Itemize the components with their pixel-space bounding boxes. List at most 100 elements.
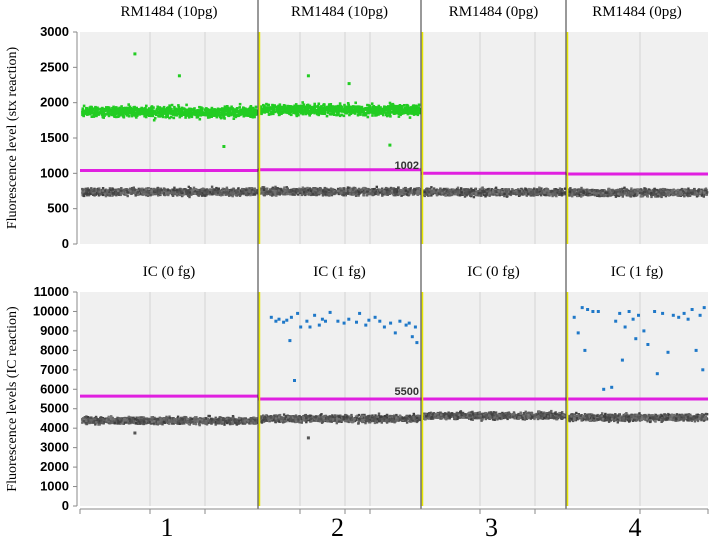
- negative-droplet: [428, 191, 431, 194]
- negative-droplet: [506, 193, 509, 196]
- negative-droplet: [120, 187, 123, 191]
- negative-droplet: [289, 188, 293, 192]
- negative-droplet: [636, 188, 639, 191]
- negative-droplet: [292, 191, 295, 194]
- negative-droplet: [170, 191, 173, 194]
- negative-droplet: [300, 193, 303, 197]
- negative-droplet: [386, 193, 389, 196]
- negative-droplet: [278, 193, 281, 196]
- positive-droplet: [238, 102, 242, 106]
- negative-droplet: [483, 193, 486, 197]
- negative-droplet: [572, 191, 576, 194]
- negative-droplet: [372, 188, 375, 191]
- negative-droplet: [366, 190, 369, 193]
- negative-droplet: [383, 188, 387, 191]
- negative-droplet: [560, 192, 564, 195]
- negative-droplet: [332, 190, 336, 193]
- negative-droplet: [140, 189, 143, 192]
- negative-droplet: [325, 187, 328, 190]
- negative-droplet: [147, 191, 151, 194]
- negative-droplet: [446, 193, 450, 197]
- negative-droplet: [270, 188, 273, 192]
- negative-droplet: [116, 191, 119, 195]
- negative-droplet: [235, 194, 238, 197]
- negative-droplet: [396, 189, 399, 192]
- negative-droplet: [289, 190, 292, 193]
- negative-droplet: [606, 191, 609, 194]
- negative-droplet: [535, 191, 538, 194]
- negative-droplet: [145, 191, 148, 194]
- negative-droplet: [197, 194, 200, 197]
- negative-droplet: [323, 186, 326, 190]
- negative-droplet: [432, 190, 435, 193]
- negative-droplet: [181, 191, 184, 195]
- negative-droplet: [443, 190, 447, 194]
- negative-droplet: [334, 191, 337, 194]
- negative-droplet: [192, 188, 195, 192]
- negative-droplet: [92, 193, 95, 196]
- negative-droplet: [247, 192, 251, 195]
- negative-droplet: [85, 194, 89, 197]
- negative-droplet: [403, 193, 406, 196]
- negative-droplet: [108, 187, 112, 190]
- negative-droplet: [104, 193, 107, 196]
- negative-droplet: [416, 189, 419, 193]
- negative-droplet: [513, 192, 517, 195]
- negative-droplet: [610, 193, 613, 196]
- negative-droplet: [486, 188, 490, 191]
- negative-droplet: [231, 194, 234, 198]
- negative-droplet: [372, 190, 376, 193]
- negative-droplet: [126, 194, 129, 198]
- negative-droplet: [289, 193, 292, 196]
- negative-droplet: [468, 192, 472, 196]
- negative-droplet: [603, 194, 606, 198]
- negative-droplet: [343, 187, 346, 190]
- negative-droplet: [533, 191, 536, 195]
- negative-droplet: [336, 187, 340, 191]
- negative-droplet: [171, 194, 175, 197]
- negative-droplet: [220, 192, 223, 195]
- negative-droplet: [503, 194, 506, 198]
- negative-droplet: [101, 193, 105, 197]
- negative-droplet: [580, 186, 583, 190]
- negative-droplet: [156, 186, 159, 190]
- negative-droplet: [157, 194, 160, 197]
- negative-droplet: [315, 193, 318, 196]
- negative-droplet: [629, 192, 632, 195]
- negative-droplet: [413, 188, 416, 191]
- negative-droplet: [650, 195, 653, 199]
- negative-droplet: [144, 192, 148, 195]
- negative-droplet: [494, 190, 497, 193]
- negative-droplet: [650, 192, 653, 195]
- negative-droplet: [388, 192, 391, 195]
- negative-droplet: [209, 189, 213, 192]
- negative-droplet: [380, 190, 383, 193]
- negative-droplet: [364, 187, 368, 190]
- negative-droplet: [370, 192, 374, 195]
- negative-droplet: [693, 188, 696, 192]
- negative-droplet: [178, 193, 182, 197]
- negative-droplet: [193, 192, 197, 195]
- negative-droplet: [378, 189, 381, 192]
- negative-droplet: [205, 191, 209, 194]
- negative-droplet: [119, 191, 123, 195]
- negative-droplet: [374, 190, 377, 194]
- negative-droplet: [122, 191, 125, 194]
- negative-droplet: [261, 192, 265, 195]
- negative-droplet: [662, 192, 665, 196]
- positive-droplet: [170, 103, 174, 107]
- negative-droplet: [179, 191, 182, 194]
- negative-droplet: [188, 195, 191, 199]
- negative-droplet: [163, 189, 166, 193]
- negative-droplet: [619, 188, 622, 191]
- negative-droplet: [543, 193, 547, 197]
- negative-droplet: [568, 190, 572, 193]
- negative-droplet: [554, 192, 558, 196]
- negative-droplet: [93, 191, 96, 194]
- negative-droplet: [132, 186, 135, 189]
- negative-droplet: [104, 194, 108, 198]
- negative-droplet: [381, 187, 384, 190]
- negative-droplet: [563, 187, 567, 190]
- negative-droplet: [400, 194, 403, 197]
- negative-droplet: [92, 189, 96, 192]
